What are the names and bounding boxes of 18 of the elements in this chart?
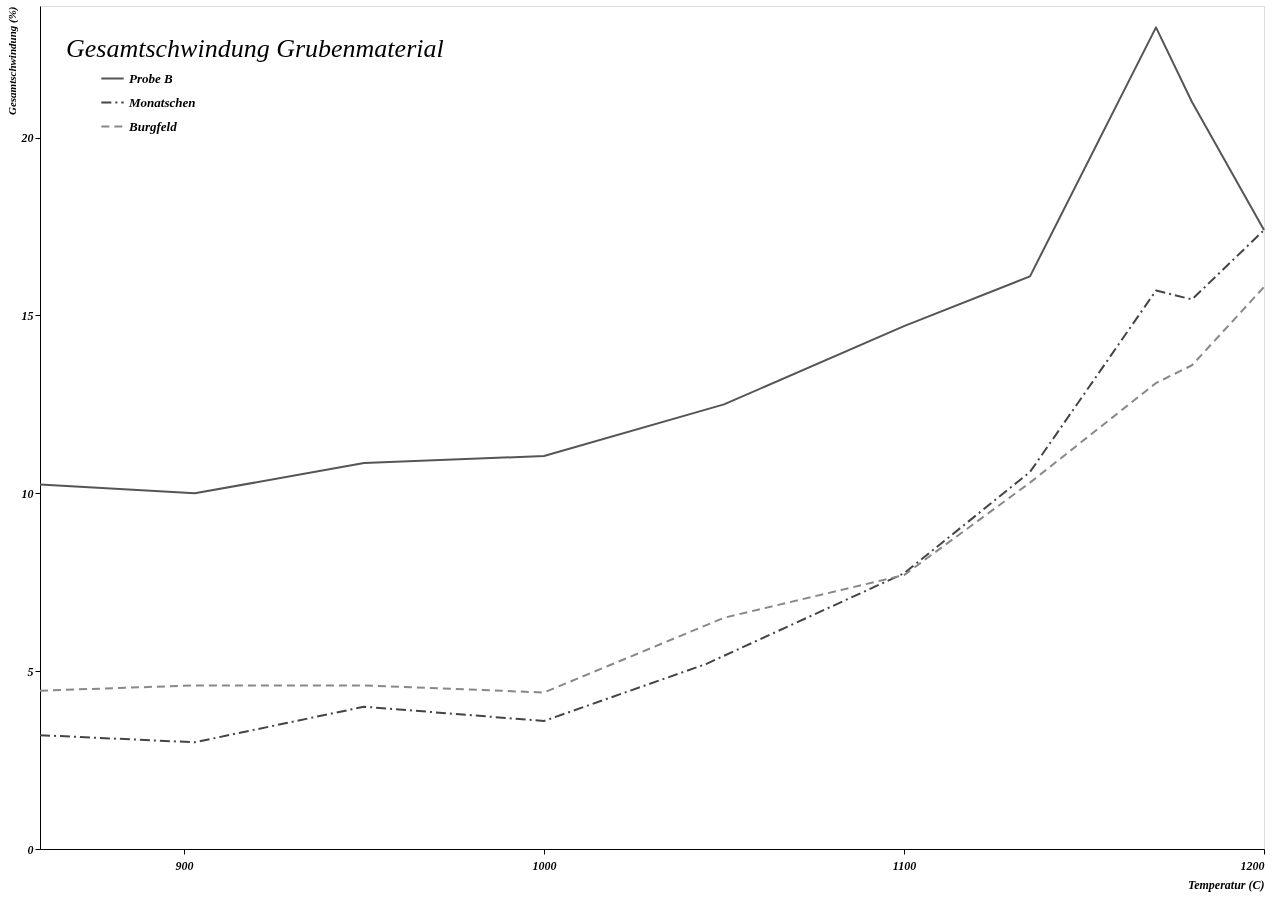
- y-tick-label: 15: [21, 308, 34, 323]
- y-tick-label: 0: [27, 842, 34, 857]
- x-axis-title: Temperatur (C): [1187, 877, 1265, 892]
- text: Gesamtschwindung Grubenmaterial: [66, 34, 444, 63]
- legend-label: Probe B: [129, 70, 174, 86]
- line-series: [39, 229, 1265, 744]
- y-tick-label: 5: [27, 664, 34, 679]
- y-tick-label: 20: [20, 131, 34, 146]
- x-tick-label: 1100: [892, 858, 917, 873]
- x-tick-label: 1000: [532, 858, 557, 873]
- line-series: [39, 286, 1265, 694]
- legend-label: Monatschen: [128, 94, 196, 110]
- x-tick-label: 900: [175, 858, 194, 873]
- y-axis-title: Gesamtschwindung (%): [5, 6, 19, 115]
- x-tick-label: 1200: [1240, 858, 1265, 873]
- legend-label: Burgfeld: [128, 118, 178, 134]
- y-tick-label: 10: [21, 486, 34, 501]
- line-series: [39, 26, 1265, 495]
